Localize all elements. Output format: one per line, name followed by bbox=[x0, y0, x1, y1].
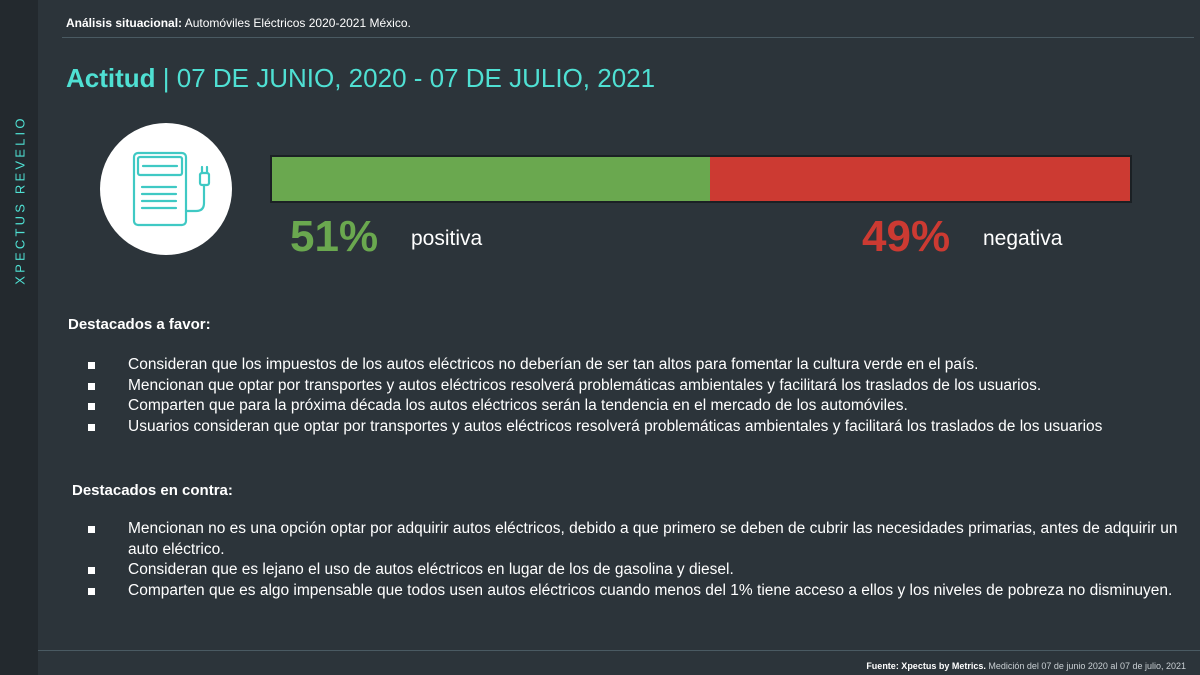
title-separator: | bbox=[155, 63, 177, 93]
positive-percentage: 51% bbox=[290, 212, 379, 261]
negative-percentage: 49% bbox=[862, 212, 951, 261]
list-item: Usuarios consideran que optar por transp… bbox=[88, 417, 1188, 438]
footer-source: Fuente: Xpectus by Metrics. Medición del… bbox=[866, 661, 1186, 671]
bullet-icon bbox=[88, 567, 95, 574]
favor-item-text: Consideran que los impuestos de los auto… bbox=[128, 356, 979, 373]
bullet-icon bbox=[88, 403, 95, 410]
list-item: Consideran que los impuestos de los auto… bbox=[88, 355, 1188, 376]
contra-item-text: Comparten que es algo impensable que tod… bbox=[128, 581, 1173, 599]
contra-heading: Destacados en contra: bbox=[72, 482, 233, 499]
title-bold: Actitud bbox=[66, 63, 156, 93]
bullet-icon bbox=[88, 362, 95, 369]
negative-label: negativa bbox=[983, 227, 1063, 250]
favor-list: Consideran que los impuestos de los auto… bbox=[88, 355, 1188, 437]
charging-station-icon bbox=[100, 123, 232, 255]
sentiment-bar-positive bbox=[272, 157, 710, 201]
favor-item-text: Usuarios consideran que optar por transp… bbox=[128, 417, 1103, 435]
contra-item-text: Consideran que es lejano el uso de autos… bbox=[128, 561, 734, 578]
favor-item-text: Comparten que para la próxima década los… bbox=[128, 397, 908, 414]
list-item: Mencionan no es una opción optar por adq… bbox=[88, 519, 1188, 560]
contra-list: Mencionan no es una opción optar por adq… bbox=[88, 519, 1188, 601]
list-item: Mencionan que optar por transportes y au… bbox=[88, 376, 1188, 397]
bullet-icon bbox=[88, 423, 95, 431]
brand-vertical-label: XPECTUS REVELIO bbox=[12, 115, 28, 285]
list-item: Comparten que para la próxima década los… bbox=[88, 396, 1188, 417]
sentiment-bar-negative bbox=[709, 157, 1130, 201]
header-divider bbox=[62, 37, 1194, 38]
favor-item-text: Mencionan que optar por transportes y au… bbox=[128, 376, 1042, 394]
title-dates: 07 DE JUNIO, 2020 - 07 DE JULIO, 2021 bbox=[176, 63, 656, 93]
footer-divider bbox=[38, 650, 1200, 651]
contra-item-text: Mencionan no es una opción optar por adq… bbox=[128, 520, 1178, 558]
page-title: Actitud | 07 DE JUNIO, 2020 - 07 DE JULI… bbox=[66, 63, 655, 94]
list-item: Comparten que es algo impensable que tod… bbox=[88, 581, 1188, 602]
bullet-icon bbox=[88, 587, 95, 595]
header: Análisis situacional: Automóviles Eléctr… bbox=[66, 16, 411, 30]
positive-label: positiva bbox=[411, 227, 483, 250]
footer-source-text: Medición del 07 de junio 2020 al 07 de j… bbox=[985, 661, 1186, 671]
bullet-icon bbox=[88, 382, 95, 390]
header-label-text: Automóviles Eléctricos 2020-2021 México. bbox=[184, 16, 411, 30]
header-label-bold: Análisis situacional: bbox=[66, 16, 183, 30]
sentiment-bar bbox=[270, 155, 1132, 203]
sidebar: XPECTUS REVELIO bbox=[0, 0, 38, 675]
bullet-icon bbox=[88, 526, 95, 533]
list-item: Consideran que es lejano el uso de autos… bbox=[88, 560, 1188, 581]
favor-heading: Destacados a favor: bbox=[68, 316, 211, 333]
footer-source-bold: Fuente: Xpectus by Metrics. bbox=[866, 661, 986, 671]
